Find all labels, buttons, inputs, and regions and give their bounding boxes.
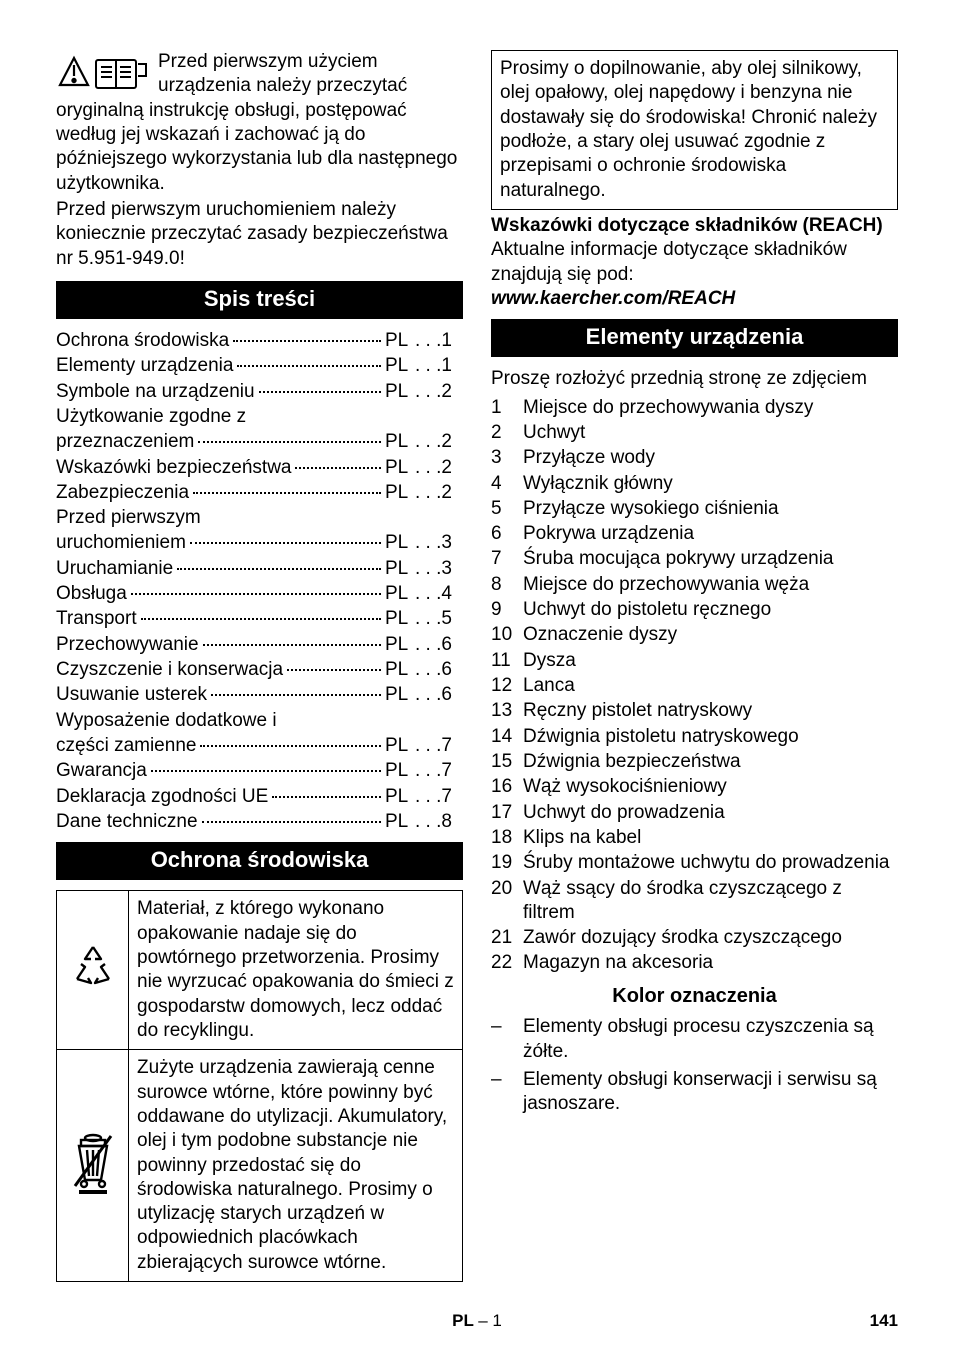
list-item: 17Uchwyt do prowadzenia xyxy=(491,801,898,825)
toc-entry: ObsługaPL. . .4 xyxy=(56,582,463,606)
toc-entry: GwarancjaPL. . .7 xyxy=(56,759,463,783)
toc-entry: Dane technicznePL. . .8 xyxy=(56,810,463,834)
list-item: 18Klips na kabel xyxy=(491,826,898,850)
env-table: Materiał, z którego wykonano opakowanie … xyxy=(56,890,463,1282)
table-row: Zużyte urządzenia zawierają cenne surowc… xyxy=(57,1050,463,1282)
list-item: 15Dźwignia bezpieczeństwa xyxy=(491,750,898,774)
elements-header: Elementy urządzenia xyxy=(491,319,898,357)
table-row: Materiał, z którego wykonano opakowanie … xyxy=(57,891,463,1050)
intro-paragraph-2: Przed pierwszym uruchomieniem należy kon… xyxy=(56,198,463,271)
oil-warning-box: Prosimy o dopilnowanie, aby olej silniko… xyxy=(491,50,898,210)
toc-entry: Elementy urządzeniaPL. . .1 xyxy=(56,354,463,378)
env-text-2: Zużyte urządzenia zawierają cenne surowc… xyxy=(129,1050,463,1282)
toc-entry: UruchamianiePL. . .3 xyxy=(56,557,463,581)
toc-entry: Usuwanie usterekPL. . .6 xyxy=(56,683,463,707)
footer-lang: PL xyxy=(452,1311,473,1330)
page-footer: PL – 1 141 xyxy=(56,1310,898,1332)
reach-url: www.kaercher.com/REACH xyxy=(491,287,898,311)
list-item: 3Przyłącze wody xyxy=(491,446,898,470)
list-item: 1Miejsce do przechowywania dyszy xyxy=(491,396,898,420)
list-item: 4Wyłącznik główny xyxy=(491,472,898,496)
list-item: 10Oznaczenie dyszy xyxy=(491,623,898,647)
toc-header: Spis treści xyxy=(56,281,463,319)
reach-text: Aktualne informacje dotyczące składników… xyxy=(491,238,898,287)
toc-entry: Użytkowanie zgodne zprzeznaczeniemPL. . … xyxy=(56,405,463,455)
env-header: Ochrona środowiska xyxy=(56,842,463,880)
toc-entry: Wskazówki bezpieczeństwaPL. . .2 xyxy=(56,456,463,480)
reach-heading: Wskazówki dotyczące składników (REACH) xyxy=(491,214,898,238)
footer-page-local: – 1 xyxy=(478,1311,502,1330)
device-elements-list: 1Miejsce do przechowywania dyszy2Uchwyt3… xyxy=(491,396,898,976)
list-item: 20Wąż ssący do środka czyszczącego z fil… xyxy=(491,877,898,926)
list-item: 12Lanca xyxy=(491,674,898,698)
list-item: 13Ręczny pistolet natryskowy xyxy=(491,699,898,723)
toc-entry: Ochrona środowiskaPL. . .1 xyxy=(56,329,463,353)
toc-entry: Przed pierwszymuruchomieniemPL. . .3 xyxy=(56,506,463,556)
toc-entry: Symbole na urządzeniuPL. . .2 xyxy=(56,380,463,404)
toc-entry: Czyszczenie i konserwacjaPL. . .6 xyxy=(56,658,463,682)
list-item: 7Śruba mocująca pokrywy urządzenia xyxy=(491,547,898,571)
table-of-contents: Ochrona środowiskaPL. . .1Elementy urząd… xyxy=(56,329,463,834)
footer-page-global: 141 xyxy=(870,1310,898,1332)
toc-entry: Deklaracja zgodności UEPL. . .7 xyxy=(56,785,463,809)
list-item: Elementy obsługi procesu czyszczenia są … xyxy=(491,1015,898,1064)
env-text-1: Materiał, z którego wykonano opakowanie … xyxy=(129,891,463,1050)
color-marking-list: Elementy obsługi procesu czyszczenia są … xyxy=(491,1015,898,1116)
right-column: Prosimy o dopilnowanie, aby olej silniko… xyxy=(491,50,898,1282)
left-column: Przed pierwszym użyciem urządzenia należ… xyxy=(56,50,463,1282)
list-item: Elementy obsługi konserwacji i serwisu s… xyxy=(491,1068,898,1117)
list-item: 21Zawór dozujący środka czyszczącego xyxy=(491,926,898,950)
list-item: 19Śruby montażowe uchwytu do prowadzenia xyxy=(491,851,898,875)
list-item: 6Pokrywa urządzenia xyxy=(491,522,898,546)
elements-intro: Proszę rozłożyć przednią stronę ze zdjęc… xyxy=(491,367,898,391)
list-item: 11Dysza xyxy=(491,649,898,673)
list-item: 22Magazyn na akcesoria xyxy=(491,951,898,975)
list-item: 8Miejsce do przechowywania węża xyxy=(491,573,898,597)
warning-manual-icon xyxy=(56,52,152,97)
toc-entry: PrzechowywaniePL. . .6 xyxy=(56,633,463,657)
list-item: 14Dźwignia pistoletu natryskowego xyxy=(491,725,898,749)
intro-block: Przed pierwszym użyciem urządzenia należ… xyxy=(56,50,463,271)
list-item: 9Uchwyt do pistoletu ręcznego xyxy=(491,598,898,622)
list-item: 16Wąż wysokociśnieniowy xyxy=(491,775,898,799)
toc-entry: Wyposażenie dodatkowe iczęści zamiennePL… xyxy=(56,709,463,759)
list-item: 5Przyłącze wysokiego ciśnienia xyxy=(491,497,898,521)
list-item: 2Uchwyt xyxy=(491,421,898,445)
color-subheader: Kolor oznaczenia xyxy=(491,984,898,1010)
recycle-icon xyxy=(57,891,129,1050)
weee-icon xyxy=(57,1050,129,1282)
toc-entry: TransportPL. . .5 xyxy=(56,607,463,631)
toc-entry: ZabezpieczeniaPL. . .2 xyxy=(56,481,463,505)
